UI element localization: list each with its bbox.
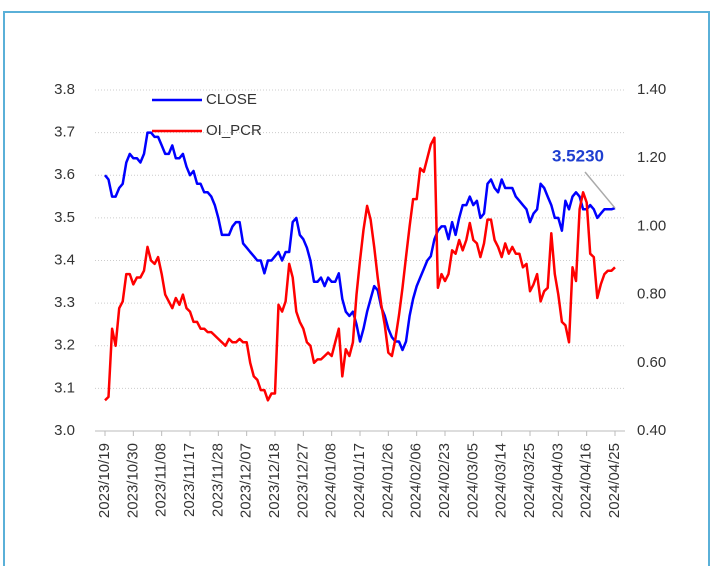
x-tick-label: 2024/03/05 xyxy=(464,443,481,518)
x-tick-label: 2024/01/26 xyxy=(379,443,396,518)
annotation-leader xyxy=(584,171,616,209)
x-tick-label: 2023/12/07 xyxy=(238,443,255,518)
x-tick-label: 2024/02/06 xyxy=(408,443,425,518)
y2-tick-label: 1.00 xyxy=(637,217,666,234)
series-line xyxy=(104,131,616,352)
y-tick-label: 3.3 xyxy=(54,294,75,311)
x-tick-label: 2023/12/27 xyxy=(294,443,311,518)
x-tick-label: 2024/02/23 xyxy=(436,443,453,518)
y2-tick-label: 1.20 xyxy=(637,149,666,166)
x-tick-label: 2024/01/08 xyxy=(323,443,340,518)
y-tick-label: 3.7 xyxy=(54,124,75,141)
y-tick-label: 3.8 xyxy=(54,81,75,98)
y-tick-label: 3.0 xyxy=(54,422,75,439)
x-tick-label: 2024/03/14 xyxy=(493,443,510,518)
y-tick-label: 3.4 xyxy=(54,251,75,268)
x-tick-label: 2024/01/17 xyxy=(351,443,368,518)
y-tick-label: 3.1 xyxy=(54,379,75,396)
x-tick-label: 2024/04/03 xyxy=(549,443,566,518)
x-tick-label: 2023/10/19 xyxy=(96,443,113,518)
x-tick-label: 2023/11/17 xyxy=(181,443,198,517)
legend-label: OI_PCR xyxy=(206,122,262,139)
annotation: 3.5230 xyxy=(552,146,604,165)
y-tick-label: 3.2 xyxy=(54,337,75,354)
y-tick-label: 3.5 xyxy=(54,209,75,226)
y-tick-label: 3.6 xyxy=(54,166,75,183)
x-tick-label: 2023/12/18 xyxy=(266,443,283,518)
frame xyxy=(3,11,710,566)
x-tick-label: 2024/03/25 xyxy=(521,443,538,518)
y2-tick-label: 0.80 xyxy=(637,286,666,303)
x-tick-label: 2023/11/08 xyxy=(153,443,170,517)
y2-tick-label: 0.60 xyxy=(637,354,666,371)
x-tick-label: 2023/11/28 xyxy=(209,443,226,517)
series-line xyxy=(104,136,616,402)
legend-label: CLOSE xyxy=(206,91,257,108)
x-tick-label: 2024/04/16 xyxy=(578,443,595,518)
x-tick-label: 2024/04/25 xyxy=(606,443,623,518)
y2-tick-label: 0.40 xyxy=(637,422,666,439)
y2-tick-label: 1.40 xyxy=(637,81,666,98)
x-tick-label: 2023/10/30 xyxy=(124,443,141,518)
